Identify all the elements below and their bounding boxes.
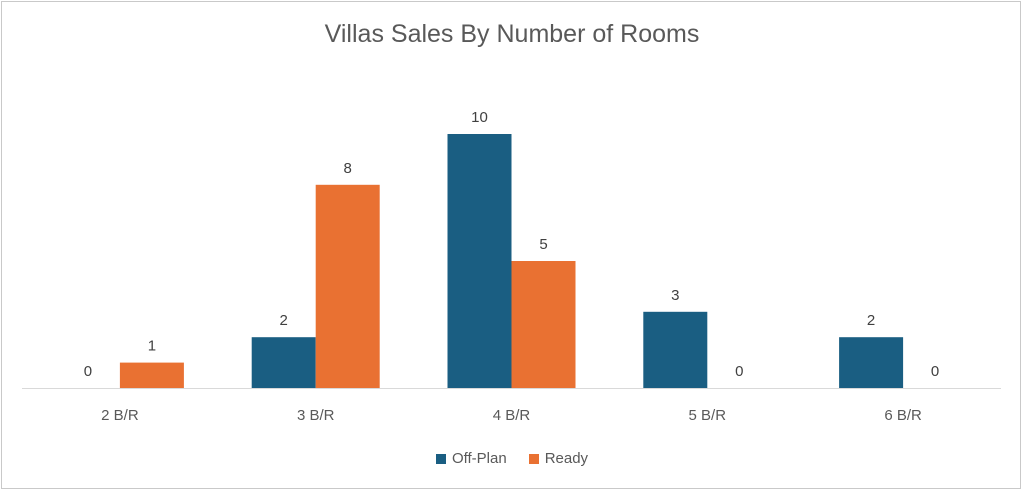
legend: Off-Plan Ready: [0, 450, 1024, 467]
bar-off-plan-4: [643, 311, 708, 388]
bar-ready-1: [119, 362, 184, 388]
bar-off-plan-3: [447, 134, 512, 388]
legend-label-ready: Ready: [544, 450, 589, 467]
legend-swatch-ready: [528, 453, 539, 464]
data-label-ready-1: 1: [148, 338, 156, 355]
bar-off-plan-5: [839, 337, 904, 388]
x-tick-label: 5 B/R: [689, 407, 727, 424]
legend-label-off-plan: Off-Plan: [451, 450, 507, 467]
data-label-off-plan-3: 10: [471, 109, 488, 126]
legend-swatch-off-plan: [435, 453, 446, 464]
bar-ready-2: [315, 184, 380, 388]
x-tick-label: 4 B/R: [493, 407, 531, 424]
x-tick-label: 6 B/R: [884, 407, 922, 424]
legend-item-off-plan: Off-Plan: [435, 450, 507, 467]
chart-title: Villas Sales By Number of Rooms: [324, 20, 700, 48]
x-tick-label: 3 B/R: [297, 407, 335, 424]
data-label-off-plan-5: 2: [867, 312, 875, 329]
data-label-off-plan-1: 0: [84, 363, 92, 380]
x-tick-label: 2 B/R: [101, 407, 139, 424]
data-label-off-plan-4: 3: [671, 287, 679, 304]
data-label-ready-2: 8: [344, 160, 352, 177]
data-label-ready-3: 5: [539, 236, 547, 253]
data-label-off-plan-2: 2: [280, 312, 288, 329]
data-label-ready-4: 0: [735, 363, 743, 380]
data-label-ready-5: 0: [931, 363, 939, 380]
bar-ready-3: [511, 261, 576, 388]
legend-item-ready: Ready: [528, 450, 589, 467]
bar-off-plan-2: [251, 337, 316, 388]
